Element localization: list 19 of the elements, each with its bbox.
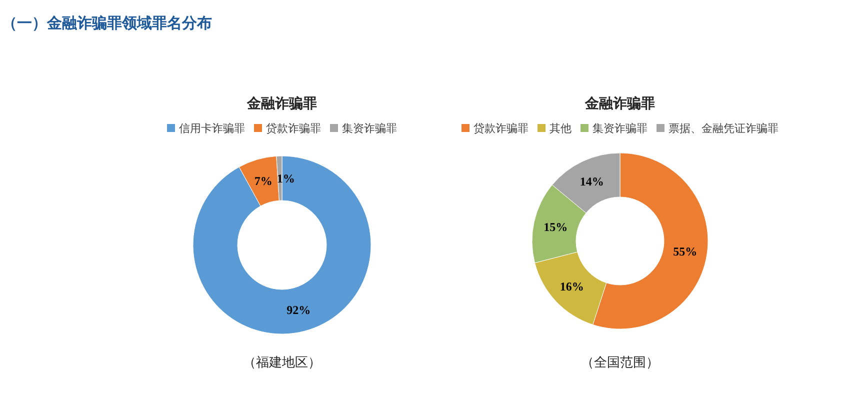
legend-label: 贷款诈骗罪 xyxy=(474,122,528,135)
chart-title: 金融诈骗罪 xyxy=(584,94,655,112)
legend-label: 信用卡诈骗罪 xyxy=(179,122,245,135)
legend-label: 集资诈骗罪 xyxy=(592,122,648,135)
legend-label: 其他 xyxy=(550,122,572,135)
data-label: 16% xyxy=(560,279,584,294)
data-label: 92% xyxy=(286,302,311,317)
data-label: 15% xyxy=(544,220,568,234)
text: （全国范围） xyxy=(581,356,659,371)
donut-slice xyxy=(192,156,372,334)
text: （福建地区） xyxy=(243,356,321,371)
data-label: 55% xyxy=(673,244,698,259)
text: （一）金融诈骗罪领域罪名分布 xyxy=(2,14,212,32)
data-label: 14% xyxy=(580,174,604,188)
chart-title: 金融诈骗罪 xyxy=(246,94,317,112)
legend-label: 票据、金融凭证诈骗罪 xyxy=(668,122,778,135)
data-label: 7% xyxy=(254,174,272,188)
legend-label: 贷款诈骗罪 xyxy=(266,122,321,135)
legend-label: 集资诈骗罪 xyxy=(342,122,397,135)
